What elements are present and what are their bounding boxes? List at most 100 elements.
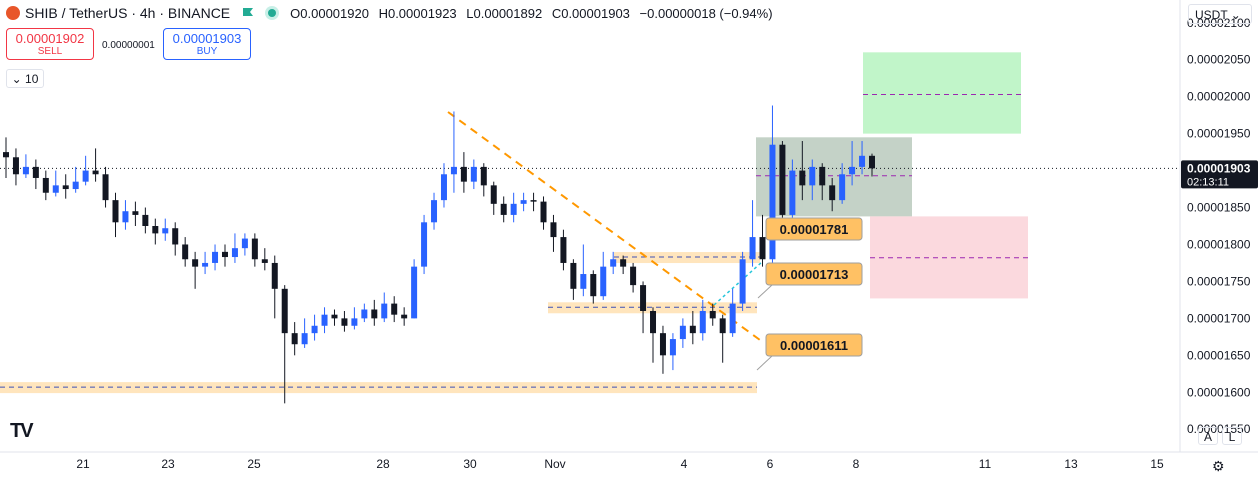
candle-body <box>869 155 875 169</box>
candle-body <box>22 166 29 175</box>
candle-body <box>421 222 428 267</box>
candle-body <box>202 262 209 267</box>
shib-coin-icon <box>6 6 20 20</box>
callout-pointer <box>756 355 773 371</box>
candle-body <box>859 155 866 167</box>
gear-icon[interactable]: ⚙ <box>1212 458 1225 474</box>
last-price-tag <box>1181 160 1258 189</box>
candle-body <box>212 251 219 263</box>
candle-body <box>560 237 567 263</box>
flag-icon[interactable] <box>242 7 254 19</box>
market-open-icon <box>268 9 277 17</box>
last-price-label: 0.00001903 <box>1187 161 1251 175</box>
candle-body <box>431 200 438 223</box>
candle-body <box>122 211 129 223</box>
candle-body <box>371 309 378 319</box>
y-tick-label: 0.00001800 <box>1187 237 1251 251</box>
candle-body <box>659 333 666 356</box>
y-tick-label: 0.00001950 <box>1187 127 1251 141</box>
candle-body <box>221 251 228 258</box>
price-callout <box>765 333 863 357</box>
x-tick-label: 23 <box>161 457 175 471</box>
candle-body <box>530 200 537 202</box>
candle-body <box>829 185 836 201</box>
candle-body <box>669 339 676 356</box>
candle-body <box>600 266 607 297</box>
candle-body <box>301 333 308 345</box>
bar-countdown-label: 02:13:11 <box>1187 176 1229 188</box>
candle-body <box>689 325 696 334</box>
indicator-toggle[interactable]: ⌄ 10 <box>6 69 44 88</box>
candle-body <box>709 310 716 319</box>
buy-button[interactable]: 0.00001903 BUY <box>163 28 251 60</box>
candle-body <box>500 203 507 215</box>
candle-body <box>769 144 776 260</box>
buy-label: BUY <box>196 46 218 57</box>
candle-body <box>32 166 39 178</box>
candle-body <box>520 200 527 204</box>
y-tick-label: 0.00002000 <box>1187 90 1251 104</box>
x-tick-label: 30 <box>463 457 477 471</box>
candle-body <box>640 285 647 311</box>
x-tick-label: 21 <box>76 457 90 471</box>
candle-body <box>72 181 79 190</box>
sell-label: SELL <box>37 46 63 57</box>
candle-body <box>271 262 278 289</box>
candle-body <box>331 314 338 319</box>
price-callout-label: 0.00001781 <box>780 222 849 237</box>
candle-body <box>580 274 587 289</box>
candle-body <box>610 259 617 267</box>
auto-scale-button[interactable]: A <box>1198 427 1218 445</box>
candle-body <box>82 170 89 182</box>
candle-body <box>550 222 557 238</box>
candle-body <box>590 274 597 297</box>
candle-body <box>62 185 69 190</box>
tradingview-logo[interactable]: TV <box>10 420 34 442</box>
callout-pointer <box>757 284 773 299</box>
candle-body <box>321 314 328 326</box>
candle-body <box>510 203 517 215</box>
price-callout <box>765 262 863 286</box>
trend-line <box>447 111 761 341</box>
symbol-title[interactable]: SHIB / TetherUS · 4h · BINANCE <box>25 5 231 21</box>
candle-body <box>281 288 288 334</box>
log-scale-button[interactable]: L <box>1222 427 1242 445</box>
sell-price: 0.00001902 <box>15 31 85 46</box>
chevron-down-icon: ⌄ <box>1230 8 1241 22</box>
candle-body <box>351 318 358 326</box>
price-callout-label: 0.00001713 <box>780 267 849 282</box>
candle-body <box>480 166 487 186</box>
candle-body <box>102 174 109 201</box>
candle-body <box>729 303 736 334</box>
candle-body <box>231 248 238 258</box>
candle-body <box>291 333 298 345</box>
candle-body <box>839 174 846 201</box>
candle-body <box>172 228 179 245</box>
candle-body <box>152 226 159 234</box>
candle-body <box>759 237 766 260</box>
support-zone <box>548 302 757 314</box>
x-tick-label: 13 <box>1064 457 1078 471</box>
candle-body <box>182 244 189 260</box>
candle-body <box>381 303 388 319</box>
y-tick-label: 0.00001550 <box>1187 422 1251 436</box>
x-tick-label: 11 <box>979 457 992 471</box>
candle-body <box>779 144 786 215</box>
candle-body <box>401 314 408 319</box>
candle-body <box>749 237 756 260</box>
candle-body <box>630 266 637 286</box>
candle-body <box>391 303 398 315</box>
ohlc-values: O0.00001920 H0.00001923 L0.00001892 C0.0… <box>290 5 773 21</box>
y-tick-label: 0.00002100 <box>1187 16 1251 30</box>
x-tick-label: 15 <box>1150 457 1164 471</box>
candle-body <box>490 185 497 204</box>
candle-body <box>719 318 726 334</box>
candle-body <box>470 166 477 182</box>
currency-select[interactable]: USDT ⌄ <box>1188 4 1252 24</box>
candle-body <box>361 309 368 319</box>
x-tick-label: 4 <box>681 457 688 471</box>
candle-body <box>311 325 318 334</box>
sell-button[interactable]: 0.00001902 SELL <box>6 28 94 60</box>
candle-body <box>142 214 149 226</box>
